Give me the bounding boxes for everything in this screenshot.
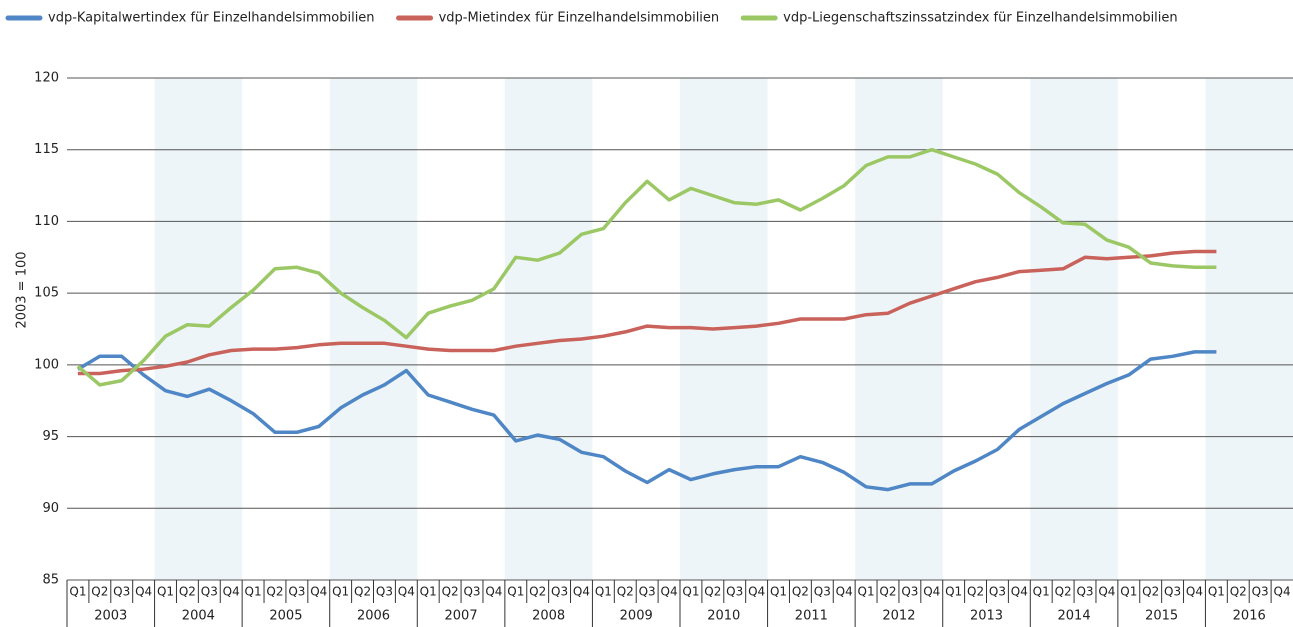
x-tick-label: Q1 <box>682 585 699 599</box>
y-tick-label: 90 <box>42 501 59 516</box>
x-tick-label: Q2 <box>354 585 371 599</box>
x-tick-label: Q3 <box>201 585 218 599</box>
y-tick-label: 105 <box>34 286 59 301</box>
year-label: 2011 <box>795 609 828 624</box>
year-label: 2003 <box>94 609 127 624</box>
y-tick-label: 95 <box>42 429 59 444</box>
series-line <box>77 249 1217 376</box>
x-tick-label: Q2 <box>179 585 196 599</box>
year-label: 2007 <box>445 609 478 624</box>
legend-label: vdp-Mietindex für Einzelhandelsimmobilie… <box>439 11 720 26</box>
x-tick-label: Q4 <box>135 585 152 599</box>
x-tick-label: Q2 <box>792 585 809 599</box>
x-tick-label: Q1 <box>595 585 612 599</box>
x-tick-label: Q1 <box>157 585 174 599</box>
x-tick-label: Q2 <box>704 585 721 599</box>
legend-label: vdp-Liegenschaftszinssatzindex für Einze… <box>783 11 1177 26</box>
x-tick-label: Q4 <box>923 585 940 599</box>
year-label: 2004 <box>182 609 215 624</box>
x-tick-label: Q2 <box>91 585 108 599</box>
x-tick-label: Q4 <box>398 585 415 599</box>
year-label: 2015 <box>1145 609 1178 624</box>
x-tick-label: Q3 <box>814 585 831 599</box>
x-tick-label: Q1 <box>507 585 524 599</box>
x-tick-label: Q4 <box>223 585 240 599</box>
year-band <box>1205 78 1293 580</box>
year-band <box>329 78 418 580</box>
y-tick-label: 115 <box>34 142 59 157</box>
year-label: 2010 <box>707 609 740 624</box>
x-tick-label: Q4 <box>310 585 327 599</box>
x-tick-label: Q1 <box>1033 585 1050 599</box>
year-label: 2012 <box>882 609 915 624</box>
x-tick-label: Q1 <box>945 585 962 599</box>
year-label: 2016 <box>1233 609 1266 624</box>
year-label: 2013 <box>970 609 1003 624</box>
x-tick-label: Q4 <box>748 585 765 599</box>
series-line <box>77 350 1217 492</box>
year-label: 2008 <box>532 609 565 624</box>
x-tick-label: Q4 <box>1274 585 1291 599</box>
x-tick-label: Q2 <box>1142 585 1159 599</box>
y-tick-label: 85 <box>42 573 59 588</box>
year-band <box>855 78 943 580</box>
x-tick-label: Q2 <box>879 585 896 599</box>
x-tick-label: Q3 <box>901 585 918 599</box>
x-tick-label: Q2 <box>266 585 283 599</box>
x-tick-label: Q4 <box>573 585 590 599</box>
y-tick-label: 100 <box>34 357 59 372</box>
legend-label: vdp-Kapitalwertindex für Einzelhandelsim… <box>48 11 375 26</box>
x-tick-label: Q3 <box>463 585 480 599</box>
year-label: 2014 <box>1058 609 1091 624</box>
x-tick-label: Q4 <box>661 585 678 599</box>
y-tick-label: 110 <box>34 214 59 229</box>
x-tick-label: Q3 <box>989 585 1006 599</box>
year-band <box>504 78 593 580</box>
x-tick-label: Q3 <box>639 585 656 599</box>
x-tick-label: Q3 <box>551 585 568 599</box>
x-tick-label: Q2 <box>967 585 984 599</box>
x-tick-label: Q1 <box>1120 585 1137 599</box>
x-tick-label: Q3 <box>726 585 743 599</box>
x-tick-label: Q4 <box>1098 585 1115 599</box>
y-tick-label: 120 <box>34 71 59 86</box>
x-tick-label: Q1 <box>332 585 349 599</box>
x-tick-label: Q2 <box>529 585 546 599</box>
x-tick-label: Q2 <box>617 585 634 599</box>
x-tick-label: Q4 <box>1186 585 1203 599</box>
year-label: 2006 <box>357 609 390 624</box>
year-band <box>154 78 243 580</box>
x-tick-label: Q1 <box>69 585 86 599</box>
x-tick-label: Q1 <box>858 585 875 599</box>
y-axis-label: 2003 = 100 <box>15 251 30 328</box>
x-tick-label: Q4 <box>836 585 853 599</box>
x-tick-label: Q1 <box>245 585 262 599</box>
year-band <box>1030 78 1118 580</box>
x-tick-label: Q3 <box>113 585 130 599</box>
series-line <box>76 147 1217 387</box>
x-tick-label: Q1 <box>1208 585 1225 599</box>
x-tick-label: Q3 <box>1076 585 1093 599</box>
x-tick-label: Q4 <box>485 585 502 599</box>
x-tick-label: Q2 <box>1230 585 1247 599</box>
x-tick-label: Q3 <box>376 585 393 599</box>
x-tick-label: Q1 <box>770 585 787 599</box>
x-tick-label: Q3 <box>1252 585 1269 599</box>
x-tick-label: Q4 <box>1011 585 1028 599</box>
x-tick-label: Q2 <box>442 585 459 599</box>
year-label: 2009 <box>620 609 653 624</box>
year-label: 2005 <box>269 609 302 624</box>
x-tick-label: Q3 <box>288 585 305 599</box>
x-tick-label: Q2 <box>1055 585 1072 599</box>
x-tick-label: Q3 <box>1164 585 1181 599</box>
x-tick-label: Q1 <box>420 585 437 599</box>
